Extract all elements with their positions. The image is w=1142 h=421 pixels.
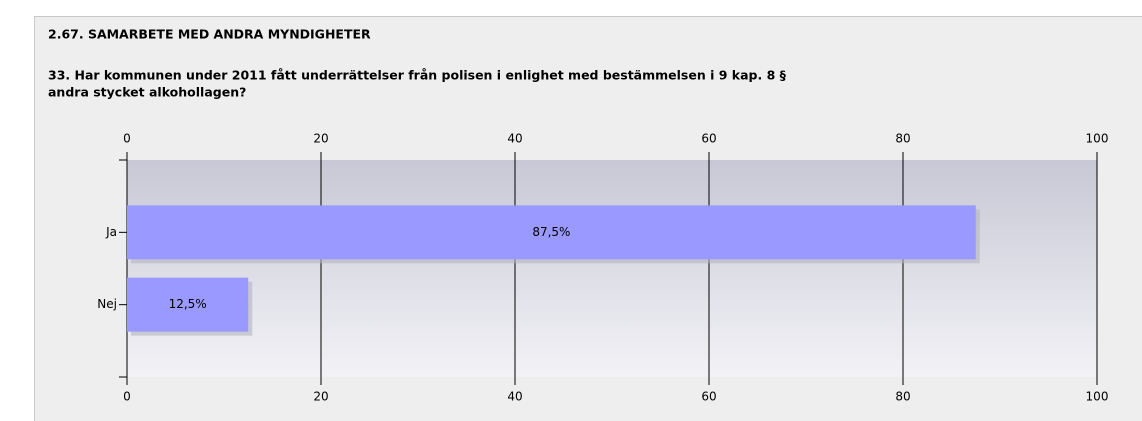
value-label: 12,5% bbox=[169, 297, 207, 311]
bar bbox=[127, 277, 249, 332]
x-tick-label-bottom: 60 bbox=[701, 390, 716, 404]
x-tick-label-top: 100 bbox=[1086, 132, 1109, 146]
x-tick-label-bottom: 100 bbox=[1086, 390, 1109, 404]
question-line: 33. Har kommunen under 2011 fått underrä… bbox=[48, 68, 787, 83]
chart-title: 2.67. SAMARBETE MED ANDRA MYNDIGHETER bbox=[48, 27, 371, 42]
plot-area bbox=[127, 160, 1097, 377]
x-tick-label-bottom: 0 bbox=[123, 390, 131, 404]
x-tick-label-top: 0 bbox=[123, 132, 131, 146]
x-tick-label-bottom: 40 bbox=[507, 390, 522, 404]
x-tick-label-top: 20 bbox=[313, 132, 328, 146]
x-tick-label-top: 40 bbox=[507, 132, 522, 146]
bar bbox=[127, 205, 976, 260]
value-label: 87,5% bbox=[532, 225, 570, 239]
x-tick-label-bottom: 20 bbox=[313, 390, 328, 404]
question-line: andra stycket alkohollagen? bbox=[48, 85, 246, 100]
x-tick-label-bottom: 80 bbox=[895, 390, 910, 404]
x-tick-label-top: 60 bbox=[701, 132, 716, 146]
y-tick-label: Nej bbox=[97, 297, 117, 311]
x-tick-label-top: 80 bbox=[895, 132, 910, 146]
y-tick-label: Ja bbox=[105, 225, 117, 239]
